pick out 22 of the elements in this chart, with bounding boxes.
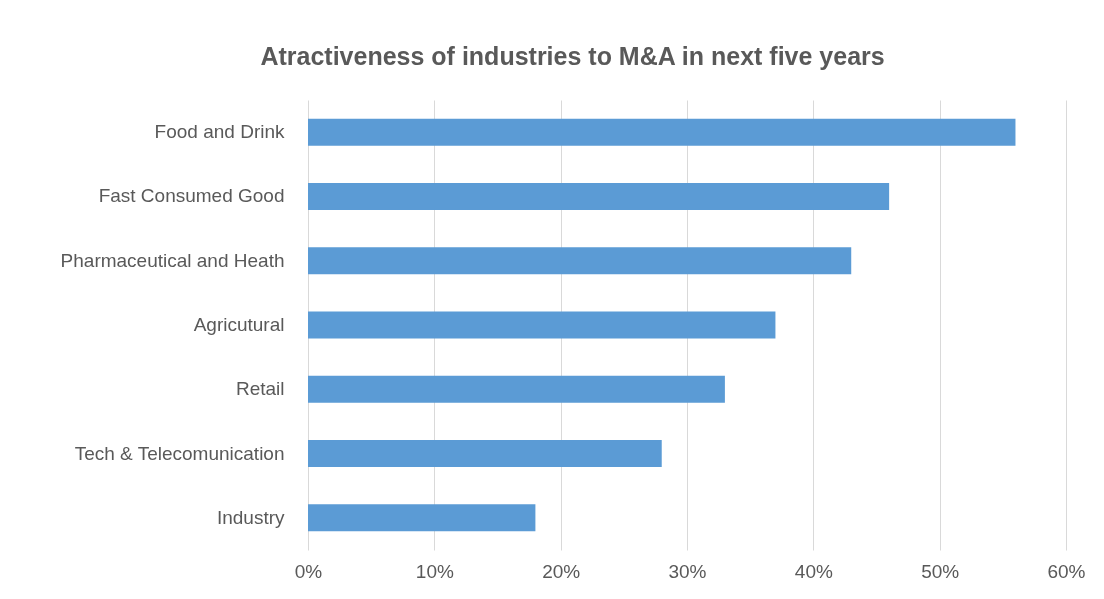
y-tick-label: Tech & Telecomunication <box>74 442 285 464</box>
y-tick-label: Industry <box>216 506 285 528</box>
x-tick-label: 50% <box>921 560 960 582</box>
bar <box>308 375 725 403</box>
x-tick-label: 30% <box>668 560 707 582</box>
bar <box>308 182 890 210</box>
bar <box>308 247 852 275</box>
x-tick-label: 10% <box>415 560 454 582</box>
y-tick-label: Food and Drink <box>154 121 285 143</box>
chart-title: Atractiveness of industries to M&A in next five years <box>260 42 885 70</box>
y-tick-label: Agricutural <box>193 314 285 335</box>
y-tick-label: Fast Consumed Good <box>98 185 285 207</box>
x-tick-label: 20% <box>542 560 581 582</box>
x-tick-label: 0% <box>294 560 323 582</box>
y-tick-label: Retail <box>235 378 285 400</box>
y-tick-label: Pharmaceutical and Heath <box>60 249 285 271</box>
x-tick-label: 40% <box>794 560 833 582</box>
x-tick-label: 60% <box>1047 560 1086 582</box>
bar <box>308 440 662 468</box>
bar <box>308 118 1016 146</box>
bar <box>308 311 776 339</box>
bar <box>308 504 536 532</box>
